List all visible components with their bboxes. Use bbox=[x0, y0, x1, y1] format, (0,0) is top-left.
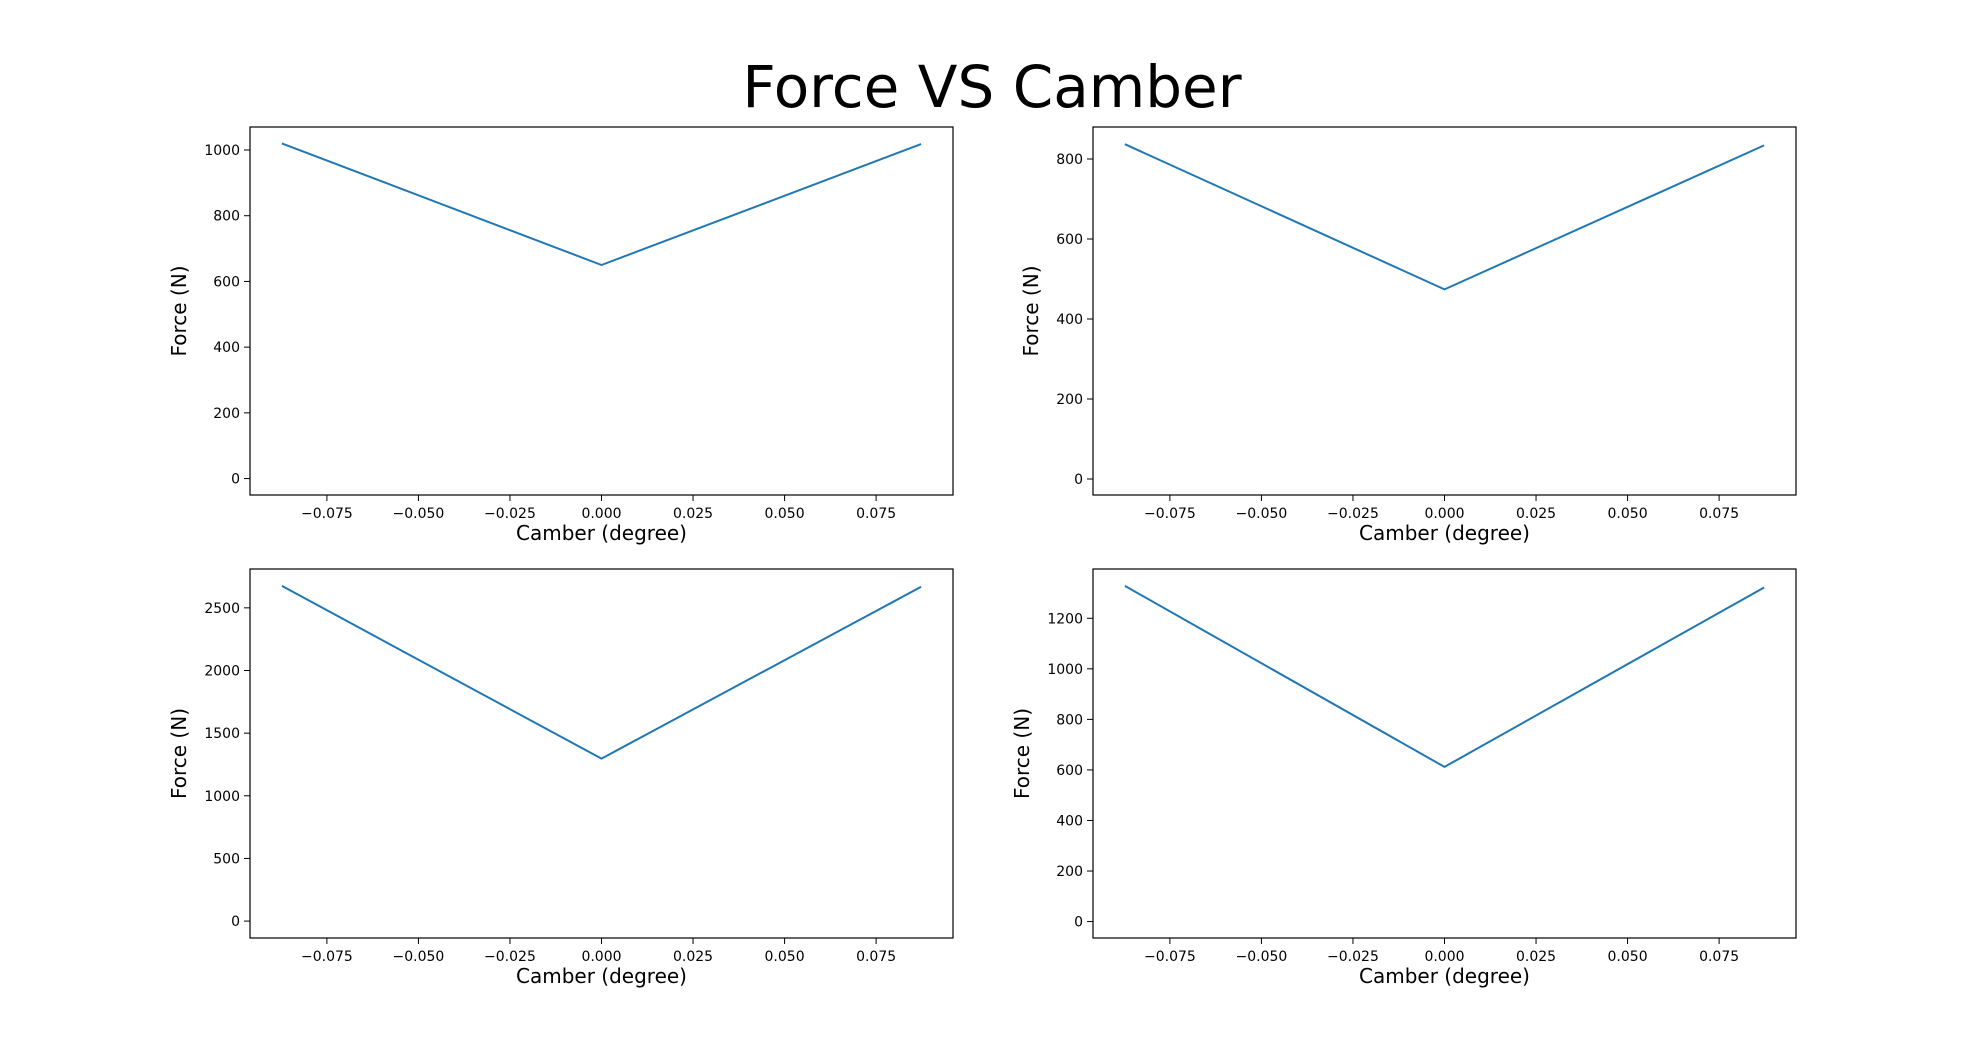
y-tick-label: 400 bbox=[1056, 813, 1083, 829]
x-tick-label: 0.050 bbox=[765, 506, 805, 522]
y-tick-label: 1000 bbox=[204, 789, 240, 805]
y-tick-label: 200 bbox=[213, 406, 240, 422]
series-line bbox=[1124, 585, 1765, 768]
y-tick-label: 0 bbox=[231, 914, 240, 930]
y-tick-label: 200 bbox=[1056, 864, 1083, 880]
x-tick-label: 0.075 bbox=[856, 949, 896, 965]
y-tick-label: 2000 bbox=[204, 663, 240, 679]
y-tick-label: 0 bbox=[1074, 915, 1083, 931]
x-tick-label: −0.050 bbox=[393, 506, 445, 522]
y-tick-label: 0 bbox=[231, 472, 240, 488]
x-tick-label: 0.000 bbox=[1424, 949, 1464, 965]
x-tick-label: 0.000 bbox=[581, 949, 621, 965]
y-tick-label: 800 bbox=[1056, 712, 1083, 728]
series-line bbox=[281, 142, 922, 266]
x-tick-label: −0.075 bbox=[1144, 949, 1196, 965]
subplot-1: −0.075 −0.050 −0.025 0.000 0.025 0.050 0.075 0 2… bbox=[167, 126, 954, 545]
x-tick-label: −0.025 bbox=[1327, 949, 1379, 965]
x-tick-label: 0.050 bbox=[1608, 949, 1648, 965]
y-tick-label: 400 bbox=[1056, 312, 1083, 328]
y-tick-label: 1200 bbox=[1047, 611, 1083, 627]
x-tick-label: 0.050 bbox=[1608, 506, 1648, 522]
x-tick-label: 0.025 bbox=[1516, 506, 1556, 522]
series-line bbox=[1124, 143, 1765, 291]
y-tick-label: 0 bbox=[1074, 472, 1083, 488]
x-tick-label: 0.000 bbox=[581, 506, 621, 522]
x-tick-label: −0.050 bbox=[1236, 949, 1288, 965]
x-tick-label: −0.025 bbox=[1327, 506, 1379, 522]
x-tick-label: −0.025 bbox=[484, 949, 536, 965]
subplot-4: −0.075 −0.050 −0.025 0.000 0.025 0.050 0.075 0 2… bbox=[1010, 568, 1797, 988]
x-tick-label: 0.025 bbox=[1516, 949, 1556, 965]
y-axis-label: Force (N) bbox=[167, 265, 191, 356]
y-tick-label: 600 bbox=[1056, 232, 1083, 248]
x-tick-label: −0.050 bbox=[1236, 506, 1288, 522]
x-tick-label: −0.025 bbox=[484, 506, 536, 522]
y-axis-label: Force (N) bbox=[1010, 708, 1034, 799]
y-tick-label: 1000 bbox=[1047, 662, 1083, 678]
axes-frame bbox=[249, 568, 954, 939]
x-tick-label: 0.075 bbox=[1699, 506, 1739, 522]
x-axis-label: Camber (degree) bbox=[1359, 964, 1530, 988]
y-tick-label: 200 bbox=[1056, 392, 1083, 408]
y-tick-label: 400 bbox=[213, 340, 240, 356]
y-tick-label: 600 bbox=[1056, 763, 1083, 779]
x-tick-label: −0.075 bbox=[301, 506, 353, 522]
x-tick-label: 0.025 bbox=[673, 949, 713, 965]
y-axis-label: Force (N) bbox=[1019, 265, 1043, 356]
axes-frame bbox=[1092, 126, 1797, 496]
subplot-2: −0.075 −0.050 −0.025 0.000 0.025 0.050 0.075 0 2… bbox=[1019, 126, 1797, 545]
x-tick-label: 0.050 bbox=[765, 949, 805, 965]
y-tick-label: 1000 bbox=[204, 143, 240, 159]
x-tick-label: −0.075 bbox=[1144, 506, 1196, 522]
x-tick-label: 0.000 bbox=[1424, 506, 1464, 522]
y-axis-label: Force (N) bbox=[167, 708, 191, 799]
x-axis-label: Camber (degree) bbox=[1359, 521, 1530, 545]
x-tick-label: 0.025 bbox=[673, 506, 713, 522]
x-axis-label: Camber (degree) bbox=[516, 964, 687, 988]
y-tick-label: 600 bbox=[213, 274, 240, 290]
figure-title: Force VS Camber bbox=[742, 53, 1242, 121]
x-tick-label: 0.075 bbox=[856, 506, 896, 522]
y-tick-label: 2500 bbox=[204, 601, 240, 617]
subplot-3: −0.075 −0.050 −0.025 0.000 0.025 0.050 0.075 0 5… bbox=[167, 568, 954, 988]
y-tick-label: 800 bbox=[1056, 152, 1083, 168]
y-tick-label: 1500 bbox=[204, 726, 240, 742]
axes-frame bbox=[249, 126, 954, 496]
x-tick-label: −0.075 bbox=[301, 949, 353, 965]
axes-frame bbox=[1092, 568, 1797, 939]
x-tick-label: 0.075 bbox=[1699, 949, 1739, 965]
y-tick-label: 500 bbox=[213, 851, 240, 867]
series-line bbox=[281, 585, 922, 760]
x-axis-label: Camber (degree) bbox=[516, 521, 687, 545]
x-tick-label: −0.050 bbox=[393, 949, 445, 965]
y-tick-label: 800 bbox=[213, 209, 240, 225]
